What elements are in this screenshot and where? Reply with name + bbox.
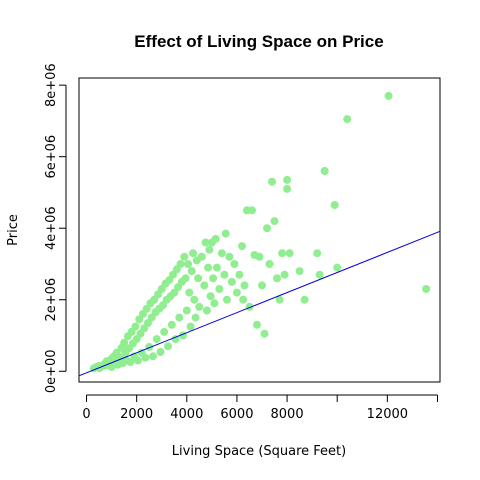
x-tick-label: 8000 <box>271 407 304 422</box>
data-point <box>285 249 294 258</box>
data-point <box>197 252 206 261</box>
data-point <box>330 201 339 209</box>
data-point <box>171 335 180 344</box>
data-point <box>182 306 191 315</box>
data-point <box>313 249 322 258</box>
data-point <box>258 281 266 290</box>
x-tick-label: 4000 <box>170 407 203 422</box>
x-axis-label: Living Space (Square Feet) <box>172 444 346 459</box>
data-point <box>210 299 219 308</box>
data-point <box>275 295 284 304</box>
data-point <box>235 270 244 279</box>
data-point <box>270 217 279 226</box>
data-point <box>384 91 393 100</box>
data-point <box>300 295 309 304</box>
data-point <box>209 274 218 283</box>
data-point <box>187 267 196 276</box>
data-point <box>133 356 142 365</box>
data-point <box>186 322 195 331</box>
y-tick-label: 2e+06 <box>44 278 59 322</box>
data-point <box>211 234 220 243</box>
data-point <box>315 270 324 279</box>
data-point <box>201 238 210 247</box>
data-point <box>204 263 213 272</box>
plot-frame <box>78 77 441 383</box>
data-point <box>176 260 185 268</box>
data-point <box>215 285 224 293</box>
data-point <box>260 329 269 338</box>
data-point <box>320 167 329 175</box>
data-point <box>220 270 229 279</box>
data-point <box>180 252 189 261</box>
data-point <box>333 263 342 272</box>
data-point <box>131 322 140 331</box>
data-point <box>222 295 231 304</box>
fit-line <box>78 230 441 377</box>
data-point <box>248 206 256 215</box>
data-point <box>126 358 135 366</box>
data-point <box>343 115 352 124</box>
data-point <box>190 295 199 304</box>
data-point <box>273 274 281 283</box>
data-point <box>283 175 292 184</box>
y-axis-label: Price <box>6 214 21 246</box>
data-point <box>268 177 276 186</box>
data-point <box>156 348 165 356</box>
y-tick-label: 8e+06 <box>44 63 59 107</box>
data-point <box>164 342 172 351</box>
y-tick-label: 6e+06 <box>44 135 59 179</box>
data-point <box>152 335 161 344</box>
data-point <box>141 353 150 362</box>
data-point <box>195 302 204 311</box>
data-point <box>280 270 289 279</box>
data-point <box>221 229 230 238</box>
data-point <box>181 274 190 283</box>
data-point <box>200 281 209 290</box>
x-tick-label: 12000 <box>367 407 408 422</box>
y-tick-label: 0e+00 <box>44 349 59 393</box>
chart-title: Effect of Living Space on Price <box>134 32 383 51</box>
x-tick-label: 0 <box>82 407 90 422</box>
fit-line-layer <box>78 230 441 377</box>
data-point <box>232 288 241 297</box>
data-point <box>194 274 203 283</box>
data-point <box>278 249 287 258</box>
data-point <box>167 320 176 329</box>
data-point <box>295 267 304 276</box>
data-point <box>265 260 274 268</box>
data-point <box>263 224 271 233</box>
data-point <box>212 263 221 272</box>
y-tick-label: 4e+06 <box>44 206 59 250</box>
data-point <box>283 184 292 193</box>
data-point <box>255 252 264 261</box>
data-point <box>160 327 169 336</box>
data-point <box>175 313 184 322</box>
data-point <box>225 252 234 261</box>
data-point <box>253 320 261 329</box>
data-point <box>230 260 239 268</box>
data-point <box>206 292 215 301</box>
x-axis: 0 2000 4000 6000 8000 12000 <box>82 394 438 422</box>
x-tick-label: 2000 <box>120 407 153 422</box>
data-point <box>191 313 200 322</box>
data-points <box>89 91 431 373</box>
data-point <box>185 288 194 297</box>
data-point <box>205 245 214 254</box>
data-point <box>217 249 226 258</box>
data-point <box>184 260 193 268</box>
data-point <box>239 295 248 304</box>
x-tick-label: 6000 <box>220 407 253 422</box>
data-point <box>240 281 249 290</box>
data-point <box>149 352 157 361</box>
data-point <box>120 338 129 347</box>
data-point <box>238 242 246 251</box>
data-point <box>227 277 236 286</box>
data-point <box>202 306 211 315</box>
data-point <box>422 285 431 293</box>
y-axis: 0e+00 2e+06 4e+06 6e+06 8e+06 <box>44 63 67 393</box>
data-point <box>189 249 198 258</box>
